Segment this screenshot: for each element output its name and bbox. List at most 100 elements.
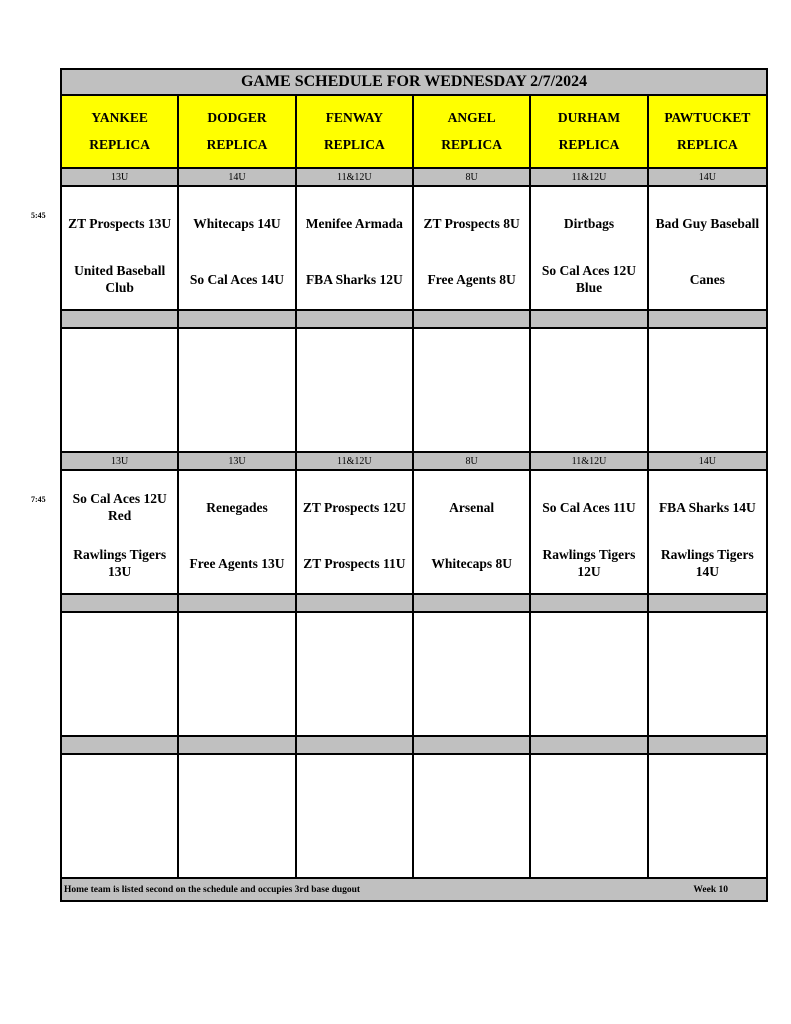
separator-row	[62, 737, 180, 755]
empty-cell	[531, 755, 649, 879]
game-cell: ZT Prospects 13U United Baseball Club	[62, 187, 180, 311]
empty-cell	[179, 755, 297, 879]
field-name: ANGEL	[447, 110, 496, 126]
away-team: So Cal Aces 12U Red	[72, 491, 167, 523]
empty-cell	[648, 613, 766, 737]
empty-cell	[62, 329, 180, 453]
age-division: 11&12U	[296, 453, 414, 471]
separator-row	[296, 595, 414, 613]
page-title: GAME SCHEDULE FOR WEDNESDAY 2/7/2024	[62, 70, 766, 96]
game-cell: Dirtbags So Cal Aces 12U Blue	[531, 187, 649, 311]
field-subtitle: REPLICA	[441, 136, 503, 152]
empty-cell	[648, 329, 766, 453]
empty-cell	[648, 755, 766, 879]
empty-cell	[531, 329, 649, 453]
field-subtitle: REPLICA	[89, 136, 151, 152]
game-cell: ZT Prospects 12U ZT Prospects 11U	[296, 471, 414, 595]
separator-row	[648, 737, 766, 755]
age-division: 14U	[179, 169, 297, 187]
field-header: YANKEE REPLICA	[62, 96, 180, 169]
away-team: Dirtbags	[563, 215, 615, 231]
field-name: FENWAY	[325, 110, 383, 126]
field-header: ANGEL REPLICA	[414, 96, 532, 169]
age-division: 8U	[414, 453, 532, 471]
separator-row	[179, 595, 297, 613]
field-subtitle: REPLICA	[676, 136, 738, 152]
age-division: 14U	[648, 453, 766, 471]
away-team: FBA Sharks 14U	[658, 499, 756, 515]
separator-row	[531, 737, 649, 755]
home-team: FBA Sharks 12U	[305, 271, 403, 287]
empty-cell	[296, 755, 414, 879]
game-cell: FBA Sharks 14U Rawlings Tigers 14U	[648, 471, 766, 595]
field-header: FENWAY REPLICA	[296, 96, 414, 169]
away-team: Menifee Armada	[305, 215, 403, 231]
empty-cell	[414, 755, 532, 879]
game-cell: Menifee Armada FBA Sharks 12U	[296, 187, 414, 311]
separator-row	[531, 311, 649, 329]
time-label: 5:45	[31, 211, 46, 220]
age-division: 11&12U	[531, 453, 649, 471]
separator-row	[414, 311, 532, 329]
age-division: 11&12U	[296, 169, 414, 187]
home-team: Rawlings Tigers 13U	[73, 547, 167, 579]
field-name: DODGER	[207, 110, 267, 126]
home-team: Rawlings Tigers 12U	[542, 547, 636, 579]
footer-note: Home team is listed second on the schedu…	[64, 884, 361, 895]
home-team: Rawlings Tigers 14U	[660, 547, 754, 579]
away-team: So Cal Aces 11U	[542, 499, 636, 515]
age-division: 13U	[62, 453, 180, 471]
age-division: 8U	[414, 169, 532, 187]
empty-cell	[179, 613, 297, 737]
home-team: Free Agents 8U	[427, 271, 516, 287]
empty-cell	[179, 329, 297, 453]
home-team: United Baseball Club	[74, 263, 166, 295]
game-cell: So Cal Aces 11U Rawlings Tigers 12U	[531, 471, 649, 595]
empty-cell	[414, 329, 532, 453]
age-division: 14U	[648, 169, 766, 187]
field-header: DODGER REPLICA	[179, 96, 297, 169]
field-subtitle: REPLICA	[323, 136, 385, 152]
game-cell: Renegades Free Agents 13U	[179, 471, 297, 595]
home-team: Canes	[689, 271, 725, 287]
footer: Home team is listed second on the schedu…	[62, 879, 766, 900]
field-header: PAWTUCKET REPLICA	[648, 96, 766, 169]
separator-row	[296, 311, 414, 329]
time-label: 7:45	[31, 495, 46, 504]
empty-cell	[62, 613, 180, 737]
home-team: So Cal Aces 14U	[189, 271, 285, 287]
week-label: Week 10	[693, 884, 728, 895]
schedule-table: GAME SCHEDULE FOR WEDNESDAY 2/7/2024 YANK…	[60, 68, 768, 902]
separator-row	[414, 595, 532, 613]
field-name: YANKEE	[91, 110, 148, 126]
away-team: Bad Guy Baseball	[655, 215, 760, 231]
field-name: PAWTUCKET	[664, 110, 751, 126]
home-team: ZT Prospects 11U	[303, 555, 406, 571]
away-team: Whitecaps 14U	[193, 215, 281, 231]
home-team: So Cal Aces 12U Blue	[541, 263, 637, 295]
separator-row	[62, 595, 180, 613]
game-cell: Whitecaps 14U So Cal Aces 14U	[179, 187, 297, 311]
separator-row	[62, 311, 180, 329]
empty-cell	[531, 613, 649, 737]
separator-row	[296, 737, 414, 755]
empty-cell	[62, 755, 180, 879]
away-team: ZT Prospects 12U	[302, 499, 406, 515]
away-team: Arsenal	[449, 499, 495, 515]
separator-row	[531, 595, 649, 613]
home-team: Free Agents 13U	[189, 555, 285, 571]
away-team: Renegades	[206, 499, 268, 515]
field-subtitle: REPLICA	[206, 136, 268, 152]
empty-cell	[414, 613, 532, 737]
field-subtitle: REPLICA	[558, 136, 620, 152]
field-header: DURHAM REPLICA	[531, 96, 649, 169]
separator-row	[179, 737, 297, 755]
game-cell: ZT Prospects 8U Free Agents 8U	[414, 187, 532, 311]
game-cell: Bad Guy Baseball Canes	[648, 187, 766, 311]
age-division: 11&12U	[531, 169, 649, 187]
empty-cell	[296, 613, 414, 737]
game-cell: So Cal Aces 12U Red Rawlings Tigers 13U	[62, 471, 180, 595]
separator-row	[648, 311, 766, 329]
separator-row	[179, 311, 297, 329]
away-team: ZT Prospects 13U	[68, 215, 172, 231]
